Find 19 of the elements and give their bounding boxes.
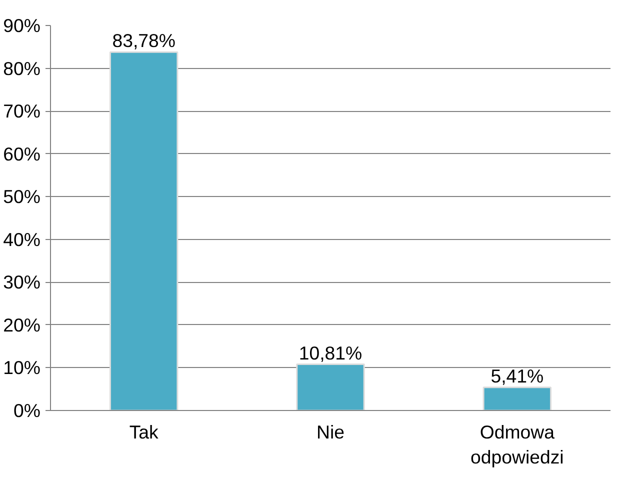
y-tick-label: 90% [3, 15, 41, 36]
data-label: 10,81% [298, 342, 362, 364]
data-label: 83,78% [112, 30, 176, 52]
data-label: 5,41% [490, 365, 544, 386]
y-tick-label: 10% [3, 357, 41, 378]
bar [296, 364, 365, 410]
y-tick-label: 60% [3, 143, 41, 164]
bar [109, 51, 178, 410]
x-tick-label: Tak [129, 422, 160, 442]
y-tick-label: 50% [3, 186, 41, 208]
x-tick-label: Odmowa odpowiedzi [470, 422, 564, 468]
y-tick-label: 70% [3, 100, 41, 122]
y-tick-label: 40% [3, 228, 41, 250]
y-tick-label: 20% [3, 314, 41, 336]
y-tick-label: 0% [14, 400, 41, 421]
y-tick-label: 30% [3, 272, 41, 293]
x-tick-label: Nie [316, 422, 345, 442]
y-tick-label: 80% [3, 58, 41, 79]
bar [482, 386, 552, 410]
